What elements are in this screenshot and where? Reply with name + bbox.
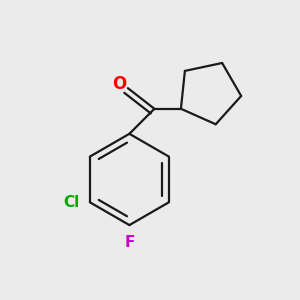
Text: F: F [124, 236, 135, 250]
Text: Cl: Cl [63, 195, 80, 210]
Text: O: O [112, 75, 127, 93]
